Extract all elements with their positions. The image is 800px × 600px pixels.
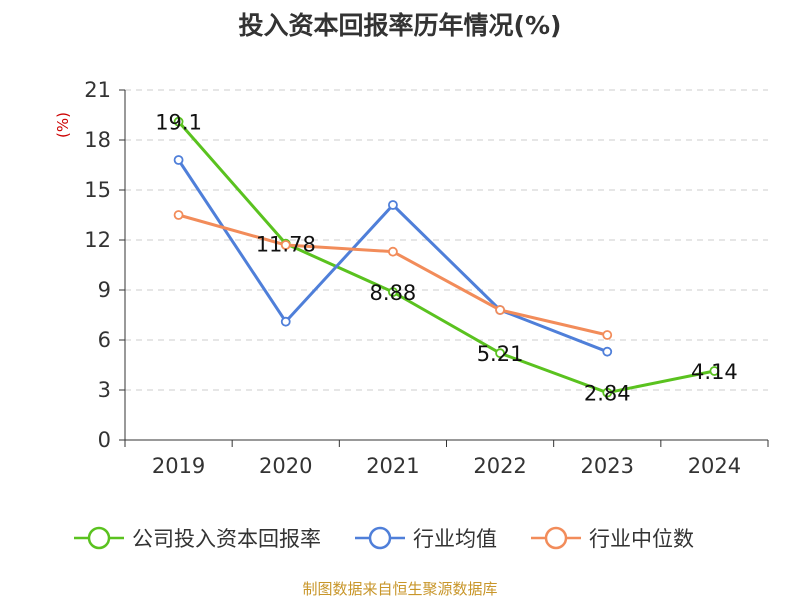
data-point <box>388 287 398 297</box>
data-point <box>388 246 398 257</box>
data-label: 4.14 <box>691 360 738 384</box>
data-label: 11.78 <box>256 233 316 257</box>
y-tick-label: 0 <box>98 428 111 452</box>
data-point <box>173 210 184 220</box>
data-point <box>602 387 613 398</box>
series-line-0 <box>177 120 715 395</box>
data-label: 19.1 <box>155 111 202 135</box>
legend-label: 公司投入资本回报率 <box>132 527 321 551</box>
series-lines <box>173 116 720 398</box>
y-tick-label: 18 <box>84 128 111 152</box>
data-point <box>602 346 613 357</box>
legend-item: 行业中位数 <box>531 526 694 551</box>
data-point <box>495 305 505 315</box>
legend: 公司投入资本回报率 行业均值 行业中位数 <box>74 526 694 551</box>
grid-lines <box>125 89 768 391</box>
data-point <box>280 316 291 327</box>
x-tick-label: 2020 <box>259 454 312 478</box>
series-line-2 <box>178 213 608 337</box>
x-tick-label: 2022 <box>473 454 526 478</box>
data-point <box>173 116 184 127</box>
data-point <box>602 330 613 340</box>
y-tick-label: 6 <box>98 328 111 352</box>
y-tick-label: 15 <box>84 178 111 202</box>
legend-label: 行业均值 <box>413 527 497 551</box>
x-tick-label: 2019 <box>152 454 205 478</box>
x-tick-label: 2021 <box>366 454 419 478</box>
data-labels: 19.1 11.78 8.88 5.21 2.84 4.14 <box>155 111 738 406</box>
legend-swatch-marker <box>368 526 392 550</box>
data-point <box>388 200 398 210</box>
data-point <box>280 240 291 250</box>
data-label: 8.88 <box>370 281 417 305</box>
y-tick-label: 21 <box>84 78 111 102</box>
data-point <box>495 348 505 359</box>
legend-item: 行业均值 <box>355 526 497 551</box>
y-tick-label: 12 <box>84 228 111 252</box>
y-axis-unit-label: (%) <box>54 112 72 138</box>
data-point <box>173 155 184 165</box>
y-tick-label: 9 <box>98 278 111 302</box>
legend-item: 公司投入资本回报率 <box>74 526 321 551</box>
chart-title: 投入资本回报率历年情况(%) <box>238 11 562 40</box>
axes: 0 3 6 9 12 15 18 21 2019 2020 2021 2022 2023 2024 <box>84 78 769 478</box>
x-tick-label: 2024 <box>688 454 741 478</box>
y-tick-label: 3 <box>98 378 111 402</box>
source-note: 制图数据来自恒生聚源数据库 <box>302 580 498 598</box>
data-point <box>709 366 720 376</box>
legend-swatch-marker <box>87 526 111 550</box>
data-label: 5.21 <box>477 342 524 366</box>
legend-label: 行业中位数 <box>589 527 694 551</box>
legend-swatch-marker <box>544 526 568 550</box>
x-tick-label: 2023 <box>581 454 634 478</box>
data-label: 2.84 <box>584 382 631 406</box>
